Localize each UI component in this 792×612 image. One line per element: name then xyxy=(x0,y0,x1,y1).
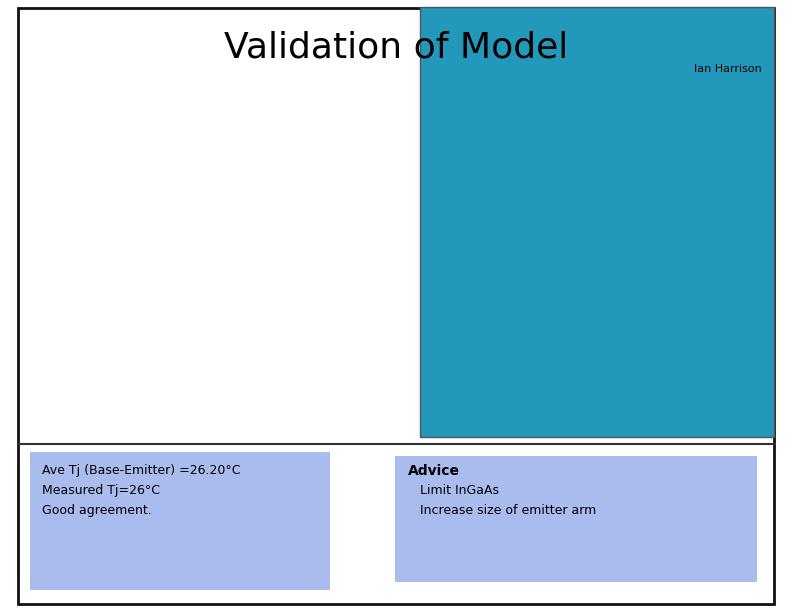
Polygon shape xyxy=(544,117,756,127)
Bar xyxy=(440,310,464,325)
Bar xyxy=(420,244,774,265)
Legend: center, Edge: center, Edge xyxy=(329,159,406,193)
Bar xyxy=(420,373,774,394)
Bar xyxy=(190,73,371,140)
Bar xyxy=(440,228,464,243)
Bar xyxy=(420,114,774,136)
Bar xyxy=(420,373,484,437)
Bar xyxy=(420,329,774,351)
Bar xyxy=(64,73,183,140)
X-axis label: Distance from substrate (µm): Distance from substrate (µm) xyxy=(139,458,337,471)
Bar xyxy=(440,326,464,341)
Bar xyxy=(420,136,774,157)
Bar xyxy=(420,7,774,29)
Bar xyxy=(395,456,757,582)
Text: E Metal: E Metal xyxy=(284,433,321,443)
Bar xyxy=(420,29,774,50)
Text: 319.97: 319.97 xyxy=(470,314,491,319)
Bar xyxy=(205,411,230,427)
Bar xyxy=(420,308,774,329)
Bar xyxy=(440,343,464,357)
Y-axis label: Temperature Rise (K): Temperature Rise (K) xyxy=(25,193,37,318)
Text: ansys...: ansys... xyxy=(431,427,458,433)
Text: 327.952: 327.952 xyxy=(470,282,496,286)
Bar xyxy=(420,50,774,72)
Bar xyxy=(434,214,533,420)
Text: Max T in
Collector: Max T in Collector xyxy=(246,92,316,122)
Bar xyxy=(170,411,185,427)
Text: SC: SC xyxy=(118,433,131,443)
Bar xyxy=(420,416,774,437)
Bar xyxy=(420,265,774,286)
Polygon shape xyxy=(544,127,756,188)
Bar xyxy=(420,222,774,244)
Polygon shape xyxy=(544,119,756,136)
Bar xyxy=(440,392,464,407)
Text: 323.961: 323.961 xyxy=(470,297,495,303)
Bar xyxy=(188,411,203,427)
Text: Limit InGaAs
   Increase size of emitter arm: Limit InGaAs Increase size of emitter ar… xyxy=(408,484,596,517)
Polygon shape xyxy=(562,67,746,119)
Bar xyxy=(30,452,330,590)
Text: Caused by
Low K
of InGaAs: Caused by Low K of InGaAs xyxy=(67,78,125,111)
Bar xyxy=(420,351,774,373)
Text: 300: 300 xyxy=(470,396,482,401)
Bar xyxy=(420,201,774,222)
Bar xyxy=(420,72,774,93)
Text: Ian Harrison: Ian Harrison xyxy=(695,64,762,74)
Bar xyxy=(112,411,137,427)
Bar xyxy=(420,394,774,416)
Text: 315.878: 315.878 xyxy=(470,330,495,335)
Bar xyxy=(420,286,774,308)
Text: 335.925: 335.925 xyxy=(470,248,495,253)
Text: Advice: Advice xyxy=(408,464,460,478)
Polygon shape xyxy=(519,127,544,222)
Bar xyxy=(710,373,774,437)
Bar xyxy=(145,411,165,427)
Bar xyxy=(243,411,361,427)
Bar xyxy=(420,157,774,179)
Bar xyxy=(440,244,464,259)
Text: Ave Tj (Base-Emitter) =26.20°C
Measured Tj=26°C
Good agreement.: Ave Tj (Base-Emitter) =26.20°C Measured … xyxy=(42,464,241,517)
Text: C: C xyxy=(174,433,181,443)
Text: 303.891: 303.891 xyxy=(470,380,495,385)
Text: E: E xyxy=(215,433,221,443)
Bar xyxy=(440,359,464,374)
Bar xyxy=(420,93,774,114)
Polygon shape xyxy=(466,188,756,265)
Text: ES: ES xyxy=(149,433,161,443)
Text: 307.963: 307.963 xyxy=(470,364,495,368)
Bar xyxy=(440,293,464,308)
Polygon shape xyxy=(448,265,756,308)
Text: 311.962: 311.962 xyxy=(470,347,495,352)
Text: 331.952: 331.952 xyxy=(470,265,495,270)
Bar xyxy=(440,277,464,292)
Bar xyxy=(440,375,464,390)
Text: B: B xyxy=(192,433,199,443)
Text: Validation of Model: Validation of Model xyxy=(224,30,568,64)
Ellipse shape xyxy=(151,163,186,212)
Bar xyxy=(420,179,774,201)
Bar xyxy=(420,7,774,437)
Polygon shape xyxy=(544,157,569,188)
Bar xyxy=(440,261,464,275)
